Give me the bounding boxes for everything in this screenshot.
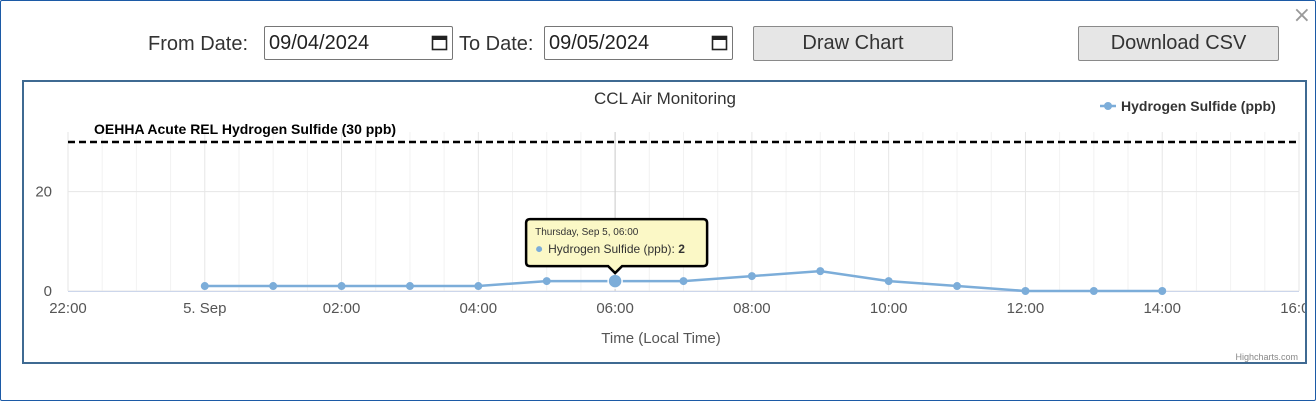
data-point[interactable] <box>884 277 893 286</box>
y-tick-label: 0 <box>44 283 52 300</box>
hovered-data-point[interactable] <box>607 273 623 289</box>
x-tick-label: 5. Sep <box>183 300 226 317</box>
to-date-label: To Date: <box>459 33 534 55</box>
data-point[interactable] <box>474 282 483 291</box>
x-tick-label: 16:00 <box>1280 300 1305 317</box>
legend-marker-icon[interactable] <box>1104 102 1112 110</box>
tooltip-header: Thursday, Sep 5, 06:00 <box>535 227 639 238</box>
tooltip-series-marker <box>536 246 543 253</box>
data-point[interactable] <box>1089 287 1098 295</box>
reference-line-label: OEHHA Acute REL Hydrogen Sulfide (30 ppb… <box>94 121 396 137</box>
data-point[interactable] <box>1158 287 1167 295</box>
x-axis-title: Time (Local Time) <box>601 330 720 347</box>
data-point[interactable] <box>542 277 551 286</box>
data-point[interactable] <box>747 272 756 281</box>
calendar-icon[interactable] <box>711 34 728 51</box>
line-chart: OEHHA Acute REL Hydrogen Sulfide (30 ppb… <box>35 89 1305 362</box>
calendar-icon[interactable] <box>431 34 448 51</box>
data-point[interactable] <box>1021 287 1030 295</box>
x-tick-label: 08:00 <box>733 300 771 317</box>
y-tick-label: 20 <box>35 184 52 201</box>
credits-text[interactable]: Highcharts.com <box>1235 352 1298 362</box>
x-tick-label: 14:00 <box>1143 300 1181 317</box>
from-date-label: From Date: <box>148 33 249 55</box>
data-point[interactable] <box>200 282 209 291</box>
to-date-input[interactable]: 09/05/2024 <box>544 26 733 60</box>
tooltip-box <box>524 217 709 275</box>
to-date-value: 09/05/2024 <box>549 32 650 54</box>
from-date-input[interactable]: 09/04/2024 <box>264 26 453 60</box>
legend-item[interactable]: Hydrogen Sulfide (ppb) <box>1121 98 1276 114</box>
data-point[interactable] <box>816 267 825 276</box>
draw-chart-button[interactable]: Draw Chart <box>753 26 953 61</box>
date-controls: From Date: 09/04/2024 To Date: 09/05/202… <box>1 26 1316 62</box>
download-csv-button[interactable]: Download CSV <box>1078 26 1279 61</box>
data-point[interactable] <box>337 282 346 291</box>
data-point[interactable] <box>679 277 688 286</box>
from-date-value: 09/04/2024 <box>269 32 370 54</box>
x-tick-label: 02:00 <box>323 300 361 317</box>
data-point[interactable] <box>405 282 414 291</box>
x-tick-label: 22:00 <box>49 300 87 317</box>
x-tick-label: 10:00 <box>870 300 908 317</box>
data-point[interactable] <box>953 282 962 291</box>
close-icon[interactable]: × <box>1292 3 1311 28</box>
chart-title: CCL Air Monitoring <box>594 89 736 108</box>
data-point[interactable] <box>269 282 278 291</box>
tooltip-body: Hydrogen Sulfide (ppb): 2 <box>548 242 685 256</box>
x-tick-label: 12:00 <box>1007 300 1045 317</box>
chart-container: OEHHA Acute REL Hydrogen Sulfide (30 ppb… <box>22 80 1307 364</box>
x-tick-label: 04:00 <box>460 300 498 317</box>
x-tick-label: 06:00 <box>596 300 634 317</box>
